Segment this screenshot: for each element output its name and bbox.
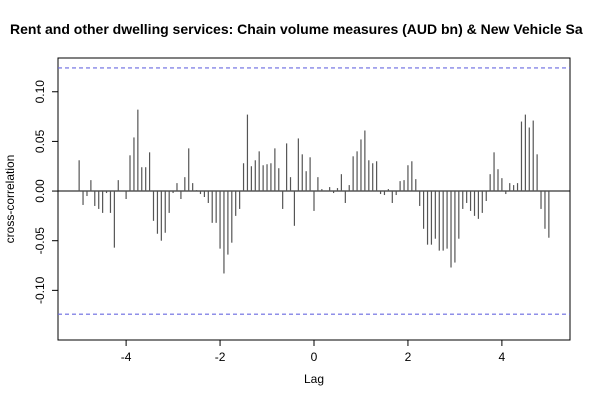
x-tick-label: -2 — [215, 350, 226, 364]
y-tick-label: 0.00 — [33, 179, 47, 203]
y-tick-label: 0.10 — [33, 80, 47, 104]
chart-title: Rent and other dwelling services: Chain … — [10, 21, 583, 37]
y-tick-label: 0.05 — [33, 129, 47, 153]
y-tick-label: -0.05 — [33, 227, 47, 255]
y-axis-label: cross-correlation — [3, 155, 17, 244]
x-tick-label: -4 — [121, 350, 132, 364]
x-tick-label: 2 — [405, 350, 412, 364]
x-axis-label: Lag — [304, 372, 324, 386]
y-tick-label: -0.10 — [33, 276, 47, 304]
x-tick-label: 4 — [499, 350, 506, 364]
x-tick-label: 0 — [311, 350, 318, 364]
